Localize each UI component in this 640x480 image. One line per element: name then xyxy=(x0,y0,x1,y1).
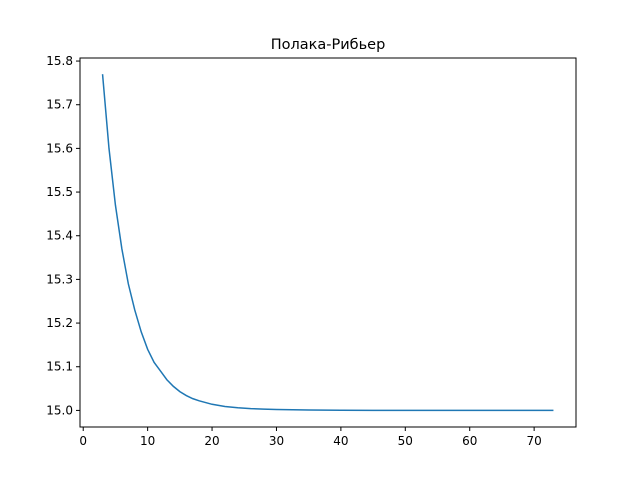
series-line xyxy=(101,74,554,412)
axes-frame xyxy=(79,57,577,428)
y-tick-label: 15.2 xyxy=(46,316,73,330)
y-tick-label: 15.8 xyxy=(46,54,73,68)
y-tick-label: 15.3 xyxy=(46,272,73,286)
y-tick-label: 15.0 xyxy=(46,403,73,417)
y-axis: 15.0 15.1 15.2 15.3 15.4 15.5 15.6 15.7 15.8 xyxy=(46,54,80,417)
x-axis: 0 10 20 30 40 50 60 70 xyxy=(79,427,542,448)
y-tick-label: 15.6 xyxy=(46,141,73,155)
chart-title: Полака-Рибьер xyxy=(271,37,386,53)
plot-area xyxy=(79,57,577,428)
y-tick-label: 15.7 xyxy=(46,98,73,112)
x-tick-label: 70 xyxy=(526,434,541,448)
x-tick-label: 10 xyxy=(140,434,155,448)
x-tick-label: 50 xyxy=(398,434,413,448)
y-tick-label: 15.1 xyxy=(46,360,73,374)
y-tick-label: 15.4 xyxy=(46,229,73,243)
y-tick-label: 15.5 xyxy=(46,185,73,199)
x-tick-label: 40 xyxy=(333,434,348,448)
x-tick-label: 60 xyxy=(462,434,477,448)
x-tick-label: 20 xyxy=(204,434,219,448)
x-tick-label: 30 xyxy=(269,434,284,448)
x-tick-label: 0 xyxy=(79,434,87,448)
